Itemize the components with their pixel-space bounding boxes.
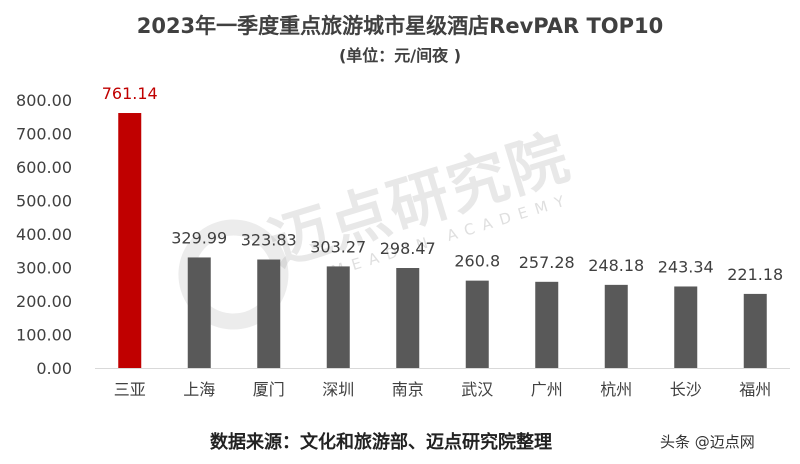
bar [187,257,211,368]
data-label: 323.83 [241,231,297,250]
y-tick-label: 100.00 [16,326,72,345]
data-label: 243.34 [658,257,714,276]
source-note: 数据来源：文化和旅游部、迈点研究院整理 [210,432,552,453]
bar [535,281,559,368]
x-tick-label: 深圳 [322,380,354,399]
bar [465,280,489,368]
y-tick-label: 0.00 [36,359,72,378]
x-tick-label: 福州 [739,380,771,399]
data-label: 761.14 [102,84,158,103]
data-label: 329.99 [171,228,227,247]
bar [396,268,420,368]
y-tick-label: 700.00 [16,125,72,144]
bar [674,286,698,368]
data-label: 260.8 [454,252,500,271]
bar [118,113,142,368]
x-tick-label: 长沙 [670,380,702,399]
data-label: 248.18 [588,256,644,275]
x-tick-label: 厦门 [253,380,285,399]
x-tick-label: 武汉 [461,380,493,399]
chart-title: 2023年一季度重点旅游城市星级酒店RevPAR TOP10 [136,14,664,38]
x-tick-label: 杭州 [600,380,632,399]
y-tick-label: 500.00 [16,192,72,211]
x-tick-label: 南京 [392,380,424,399]
data-label: 298.47 [380,239,436,258]
y-tick-label: 400.00 [16,225,72,244]
bar [743,293,767,368]
y-tick-label: 200.00 [16,292,72,311]
data-label: 303.27 [310,237,366,256]
x-tick-label: 广州 [531,380,563,399]
bar [257,259,281,368]
y-tick-label: 600.00 [16,158,72,177]
bar [604,284,628,368]
x-tick-label: 上海 [183,380,215,399]
y-tick-label: 800.00 [16,91,72,110]
bar-chart: 0.00 100.00 200.00 300.00 400.00 500.00 600.00… [16,84,790,399]
data-label: 257.28 [519,253,575,272]
brand-mark: 头条 @迈点网 [660,433,755,451]
x-tick-label: 三亚 [114,380,146,399]
bar [326,266,350,368]
data-label: 221.18 [727,265,783,284]
y-tick-label: 300.00 [16,259,72,278]
chart-subtitle: (单位：元/间夜 ) [338,46,462,65]
